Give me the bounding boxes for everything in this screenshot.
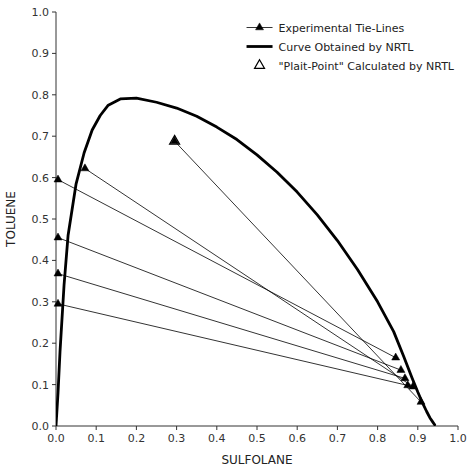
y-tick (52, 343, 56, 344)
chart: 0.0 0.1 0.2 0.3 0.4 0.5 0.6 0.7 0.8 0.9 1.0 0.0 0.1 0… (0, 0, 474, 472)
marker (401, 374, 409, 381)
x-tick (216, 426, 217, 430)
x-tick (417, 426, 418, 430)
marker (54, 175, 62, 182)
series-line (58, 141, 421, 402)
legend-label: Experimental Tie-Lines (279, 22, 405, 35)
y-tick-label: 1.0 (32, 6, 50, 19)
marker (392, 353, 400, 360)
y-tick-label: 0.2 (32, 337, 50, 350)
x-tick-label: 0.9 (409, 432, 427, 445)
markers (54, 135, 425, 404)
marker (409, 382, 417, 389)
y-tick-label: 0.3 (32, 296, 50, 309)
y-tick (52, 260, 56, 261)
y-tick-label: 0.8 (32, 89, 50, 102)
y-tick-label: 0.5 (32, 213, 50, 226)
x-axis-label: SULFOLANE (221, 453, 292, 467)
y-tick-label: 0.7 (32, 130, 50, 143)
marker (54, 269, 62, 276)
x-tick-label: 0.1 (87, 432, 105, 445)
legend-swatch (255, 60, 265, 69)
x-tick (56, 426, 57, 430)
y-tick (52, 53, 56, 54)
y-tick-label: 0.0 (32, 420, 50, 433)
y-tick (52, 384, 56, 385)
y-tick (52, 136, 56, 137)
y-tick (52, 219, 56, 220)
x-tick (96, 426, 97, 430)
y-axis-label: TOLUENE (4, 191, 18, 248)
x-tick-label: 0.4 (208, 432, 226, 445)
y-tick (52, 12, 56, 13)
axes: 0.0 0.1 0.2 0.3 0.4 0.5 0.6 0.7 0.8 0.9 1.0 0.0 0.1 0… (32, 6, 467, 445)
y-tick-label: 0.4 (32, 254, 50, 267)
y-tick-label: 0.1 (32, 379, 50, 392)
y-tick-label: 0.6 (32, 172, 50, 185)
legend-swatch (247, 45, 273, 48)
marker (54, 299, 62, 306)
legend-label: "Plait-Point" Calculated by NRTL (279, 60, 455, 73)
x-tick-label: 0.6 (288, 432, 306, 445)
marker (417, 397, 425, 404)
y-tick (52, 94, 56, 95)
lines (56, 98, 435, 426)
legend: Experimental Tie-Lines Curve Obtained by … (247, 22, 455, 73)
y-tick (52, 301, 56, 302)
x-tick (337, 426, 338, 430)
x-tick (458, 426, 459, 430)
legend-swatch (256, 23, 264, 30)
marker (170, 135, 180, 144)
x-tick (257, 426, 258, 430)
x-tick (176, 426, 177, 430)
x-tick-label: 0.3 (168, 432, 186, 445)
y-tick (52, 177, 56, 178)
series-line (56, 98, 435, 426)
x-tick (377, 426, 378, 430)
marker (54, 233, 62, 240)
x-tick-label: 0.0 (47, 432, 65, 445)
x-tick-label: 0.8 (369, 432, 387, 445)
x-tick-label: 0.2 (128, 432, 146, 445)
x-tick-label: 1.0 (449, 432, 467, 445)
legend-label: Curve Obtained by NRTL (279, 41, 415, 54)
y-tick-label: 0.9 (32, 47, 50, 60)
x-tick-label: 0.7 (329, 432, 347, 445)
x-tick (297, 426, 298, 430)
y-tick (52, 426, 56, 427)
marker (81, 164, 89, 171)
x-tick-label: 0.5 (248, 432, 266, 445)
marker (397, 365, 405, 372)
x-tick (136, 426, 137, 430)
